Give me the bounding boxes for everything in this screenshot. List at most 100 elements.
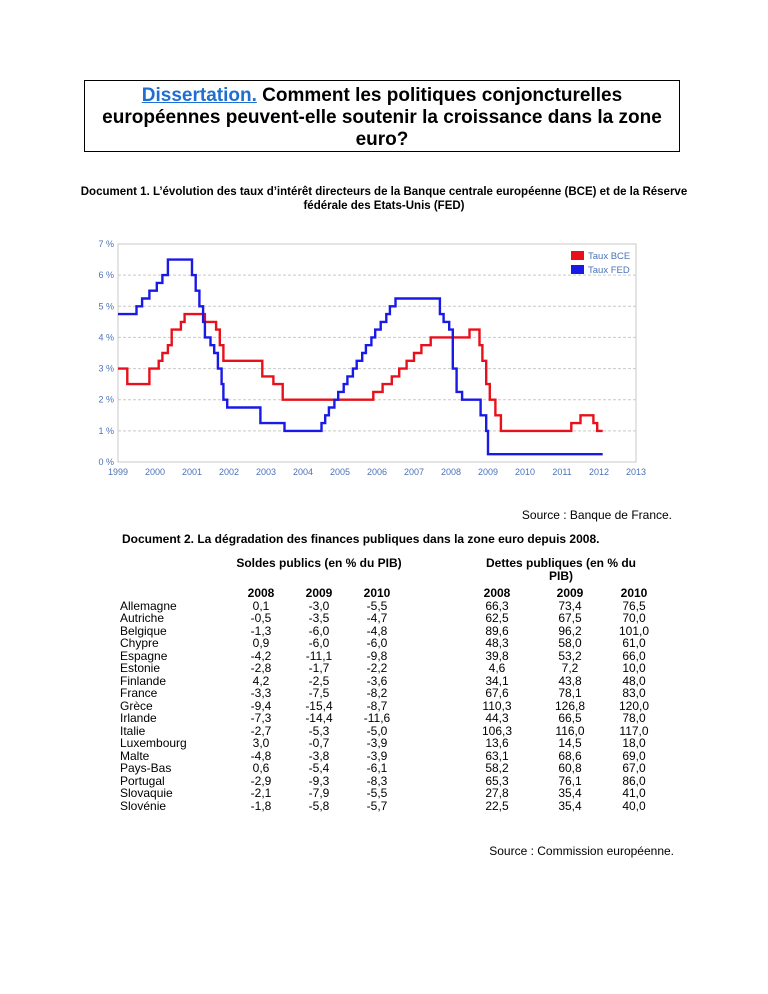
table-row: Autriche -0,5 -3,5 -4,7 62,5 67,5 70,0 — [120, 612, 666, 625]
legend-label: Taux BCE — [588, 251, 630, 262]
table-row: France -3,3 -7,5 -8,2 67,6 78,1 83,0 — [120, 687, 666, 700]
dettes-cell: 41,0 — [622, 786, 646, 800]
document-1-source: Source : Banque de France. — [521, 508, 672, 522]
dettes-cell: 58,2 — [485, 761, 509, 775]
country-cell: France — [120, 686, 158, 700]
y-tick-label: 2 % — [98, 395, 114, 405]
x-tick-label: 2003 — [256, 467, 276, 477]
country-cell: Irlande — [120, 711, 157, 725]
table-row: Chypre 0,9 -6,0 -6,0 48,3 58,0 61,0 — [120, 637, 666, 650]
dettes-cell: 68,6 — [558, 748, 582, 763]
dettes-cell: 120,0 — [618, 698, 650, 713]
dettes-cell: 39,8 — [485, 648, 509, 663]
table-row: Malte -4,8 -3,8 -3,9 63,1 68,6 69,0 — [120, 748, 666, 763]
soldes-cell: -2,7 — [250, 723, 272, 738]
soldes-cell: 0,1 — [252, 598, 270, 613]
dettes-cell: 66,0 — [622, 648, 646, 663]
dettes-cell: 7,2 — [561, 661, 579, 675]
soldes-cell: -4,7 — [366, 611, 388, 625]
interest-rate-chart: 0 % 1 % 2 % 3 % 4 % 5 % 6 % 7 % 1999 2000 2001 2002… — [98, 239, 646, 477]
soldes-cell: -14,4 — [305, 711, 333, 725]
dettes-cell: 126,8 — [554, 698, 586, 713]
dettes-cell: 14,5 — [558, 736, 582, 750]
country-cell: Portugal — [120, 773, 165, 788]
dettes-cell: 10,0 — [622, 661, 646, 675]
soldes-cell: -6,0 — [308, 636, 330, 650]
soldes-cell: -7,5 — [308, 686, 330, 700]
x-tick-label: 2006 — [367, 467, 387, 477]
soldes-cell: -4,2 — [250, 648, 272, 663]
soldes-cell: -8,2 — [366, 686, 388, 700]
dettes-cell: 89,6 — [485, 623, 509, 638]
table-row: Espagne -4,2 -11,1 -9,8 39,8 53,2 66,0 — [120, 648, 666, 663]
soldes-cell: -5,5 — [366, 598, 388, 613]
dettes-cell: 35,4 — [558, 786, 582, 800]
country-cell: Autriche — [120, 611, 165, 625]
dettes-cell: 76,5 — [622, 598, 646, 613]
country-cell: Belgique — [120, 623, 167, 638]
country-cell: Allemagne — [120, 598, 177, 613]
x-tick-label: 1999 — [108, 467, 128, 477]
y-tick-label: 5 % — [98, 301, 114, 311]
soldes-cell: -5,5 — [366, 786, 388, 800]
table-row: Allemagne 0,1 -3,0 -5,5 66,3 73,4 76,5 — [120, 598, 666, 613]
soldes-year-2010: 2010 — [363, 586, 391, 600]
soldes-cell: -5,8 — [308, 798, 330, 813]
x-tick-label: 2004 — [293, 467, 313, 477]
soldes-cell: -3,8 — [308, 748, 330, 763]
y-tick-label: 6 % — [98, 270, 114, 280]
table-row: Estonie -2,8 -1,7 -2,2 4,6 7,2 10,0 — [120, 662, 666, 675]
legend-swatch — [571, 251, 584, 260]
soldes-cell: -5,4 — [308, 761, 330, 775]
country-cell: Chypre — [120, 636, 159, 650]
country-cell: Luxembourg — [120, 736, 187, 750]
x-tick-label: 2002 — [219, 467, 239, 477]
soldes-cell: -4,8 — [250, 748, 272, 763]
soldes-cell: -8,7 — [366, 698, 388, 713]
soldes-cell: -2,8 — [250, 661, 272, 675]
dettes-cell: 27,8 — [485, 786, 509, 800]
soldes-cell: -7,9 — [308, 786, 330, 800]
document-2-heading: Document 2. La dégradation des finances … — [122, 532, 600, 546]
table-row: Italie -2,7 -5,3 -5,0 106,3 116,0 117,0 — [120, 723, 666, 738]
dettes-cell: 4,6 — [488, 661, 506, 675]
soldes-cell: -3,5 — [308, 611, 330, 625]
soldes-cell: -11,6 — [363, 711, 391, 725]
soldes-cell: -1,3 — [250, 623, 272, 638]
dettes-cell: 66,5 — [558, 711, 582, 725]
dettes-cell: 48,3 — [485, 636, 509, 650]
y-tick-label: 1 % — [98, 426, 114, 436]
plot-area — [117, 243, 637, 463]
soldes-cell: -3,0 — [308, 598, 330, 613]
soldes-cell: -5,7 — [366, 798, 388, 813]
dettes-year-2009: 2009 — [556, 586, 584, 600]
table-row: Grèce -9,4 -15,4 -8,7 110,3 126,8 120,0 — [120, 698, 666, 713]
dettes-cell: 65,3 — [485, 773, 509, 788]
soldes-cell: -3,9 — [366, 736, 388, 750]
country-cell: Finlande — [120, 673, 167, 688]
dettes-header: Dettes publiques (en % du PIB) — [456, 557, 666, 587]
dissertation-link[interactable]: Dissertation. — [141, 85, 257, 106]
y-tick-label: 0 % — [98, 457, 114, 467]
dettes-cell: 61,0 — [622, 636, 646, 650]
x-tick-label: 2008 — [441, 467, 461, 477]
soldes-header: Soldes publics (en % du PIB) — [236, 556, 402, 570]
x-tick-label: 2000 — [145, 467, 165, 477]
dissertation-title-box: Dissertation. Comment les politiques con… — [84, 80, 680, 152]
table-row: Irlande -7,3 -14,4 -11,6 44,3 66,5 78,0 — [120, 712, 666, 725]
series-line — [118, 312, 603, 433]
document-2-source: Source : Commission européenne. — [489, 844, 674, 858]
soldes-cell: -6,0 — [308, 623, 330, 638]
dettes-cell: 18,0 — [622, 736, 646, 750]
soldes-cell: -5,0 — [366, 723, 388, 738]
soldes-cell: -1,7 — [308, 661, 330, 675]
dettes-cell: 96,2 — [558, 623, 582, 638]
table-row: Slovaquie -2,1 -7,9 -5,5 27,8 35,4 41,0 — [120, 787, 666, 800]
dettes-cell: 78,0 — [622, 711, 646, 725]
dettes-header-line-2: PIB) — [549, 568, 573, 583]
soldes-cell: -11,1 — [305, 648, 333, 663]
table-row: Slovénie -1,8 -5,8 -5,7 22,5 35,4 40,0 — [120, 798, 666, 813]
dettes-cell: 101,0 — [618, 623, 650, 638]
dettes-cell: 13,6 — [485, 736, 509, 750]
soldes-cell: -9,4 — [250, 698, 272, 713]
